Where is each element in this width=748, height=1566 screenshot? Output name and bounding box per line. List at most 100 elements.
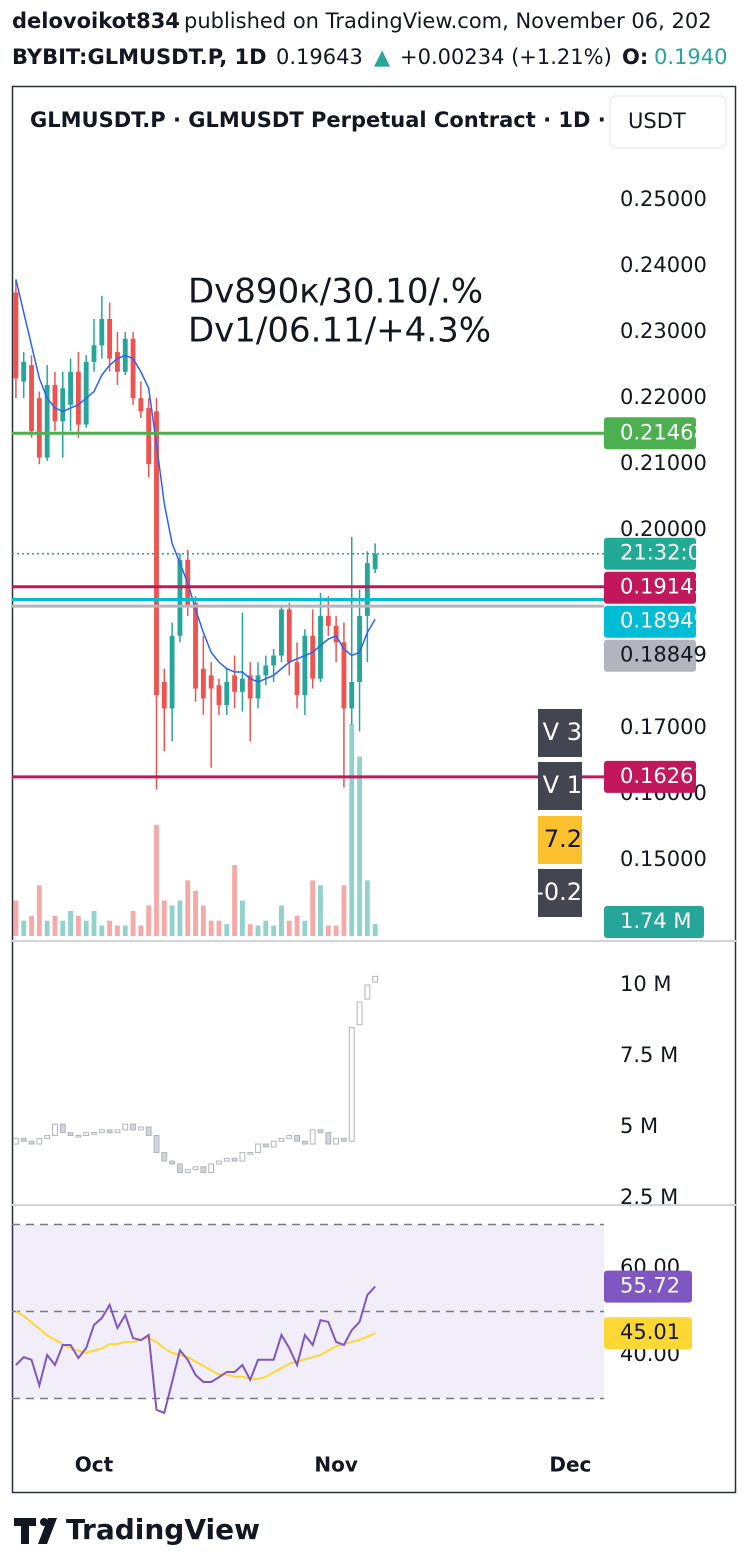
candle-body [52, 384, 58, 422]
candle-body [286, 609, 292, 663]
indicator-candle [75, 1135, 82, 1138]
candle-body [271, 655, 277, 666]
symbol: BYBIT:GLMUSDT.P, 1D [12, 45, 267, 69]
candle-body [349, 681, 355, 709]
indicator-candle [317, 1129, 324, 1134]
volume-bar [44, 920, 50, 936]
volume-bar [193, 890, 198, 936]
overlay-label: 7.2 [544, 825, 582, 853]
chart-title: GLMUSDT.P · GLMUSDT Perpetual Contract ·… [30, 108, 606, 132]
indicator-candle [169, 1160, 176, 1165]
y-tick-label: 0.17000 [620, 715, 707, 739]
y-tick-label: 2.5 M [620, 1185, 678, 1209]
indicator-candle [67, 1132, 74, 1137]
candle-body [263, 665, 269, 676]
volume-bar [83, 920, 89, 936]
candle-body [99, 318, 105, 346]
volume-bar [177, 900, 183, 936]
volume-bar [75, 915, 81, 936]
y-tick-label: 0.22000 [620, 385, 707, 409]
candle-body [107, 318, 113, 359]
price-label-box [604, 639, 696, 672]
volume-bar [68, 910, 73, 936]
candle-body [13, 292, 19, 379]
open-value: 0.1940 [654, 45, 727, 69]
open-label: O: [622, 45, 648, 69]
indicator-candle [153, 1135, 160, 1154]
candle-body [91, 345, 97, 362]
overlay-label: -0.2 [535, 878, 582, 906]
indicator-candle [286, 1135, 293, 1139]
y-tick-label: 0.25000 [620, 187, 707, 211]
volume-bar [169, 905, 175, 936]
candle-body [325, 615, 331, 626]
volume-bar [99, 925, 105, 936]
currency-button[interactable] [609, 95, 727, 149]
candle-body [83, 361, 89, 425]
logo-dot [40, 1518, 48, 1526]
candle-body [161, 681, 167, 709]
indicator-candle [239, 1152, 246, 1162]
indicator-candle [106, 1129, 113, 1134]
y-tick-label: 0.15000 [620, 847, 707, 871]
indicator-candle [325, 1132, 332, 1145]
indicator-candle [333, 1137, 340, 1145]
candle-body [169, 635, 175, 709]
indicator-candle [247, 1152, 254, 1155]
candle-body [232, 675, 238, 692]
volume-bar [279, 905, 284, 936]
candle-body [115, 351, 120, 372]
arrow: ▲ [374, 45, 391, 69]
indicator-candle [36, 1137, 43, 1145]
indicator-candle [270, 1140, 277, 1148]
indicator-candle [91, 1132, 97, 1135]
volume-bar [107, 920, 113, 936]
x-tick-label: Dec [549, 1453, 591, 1477]
volume-bar [122, 925, 128, 936]
volume-bar [372, 923, 378, 936]
candle-body [138, 398, 144, 412]
volume-bar [325, 925, 331, 936]
indicator-candle [356, 1001, 363, 1026]
overlay-label: V 1 [543, 771, 582, 799]
candle-body [239, 678, 245, 692]
volume-label-box [604, 906, 704, 938]
candle-body [333, 625, 339, 643]
volume-bar [255, 925, 261, 936]
volume-bar [247, 924, 253, 936]
indicator-label-box [604, 1317, 692, 1350]
indicator-candle [114, 1129, 121, 1134]
y-tick-label: 0.21000 [620, 451, 707, 475]
overlay-label-box [538, 762, 582, 810]
volume-bar [216, 920, 222, 936]
change: +0.00234 (+1.21%) [400, 45, 612, 69]
indicator-candle [255, 1143, 261, 1154]
candle-body [255, 675, 261, 699]
indicator-candle [184, 1169, 191, 1173]
brand: TradingView [66, 1513, 260, 1546]
currency-button-label[interactable]: USDT [628, 109, 686, 133]
candle-body [357, 615, 362, 682]
logo-mark [14, 1518, 57, 1544]
overlay-label-box [538, 869, 582, 917]
price-label-box [604, 760, 696, 793]
candle-body [247, 675, 253, 699]
price-label: 0.19143 [620, 575, 707, 599]
published: published on TradingView.com, November 0… [184, 9, 712, 33]
price: 0.19643 [276, 45, 363, 69]
y-tick-label: 7.5 M [620, 1043, 678, 1067]
price-label: 0.18849 [620, 643, 707, 667]
candle-body [364, 563, 370, 616]
price-label: 0.18949 [620, 609, 707, 633]
indicator-label: 55.72 [620, 1274, 680, 1298]
price-label-box [604, 417, 696, 450]
indicator-candle [364, 984, 371, 1000]
indicator-candle [44, 1135, 51, 1139]
author: delovoikot834 [12, 9, 180, 33]
volume-bar [294, 915, 300, 936]
candle-body [36, 398, 42, 458]
moving-average [15, 279, 376, 683]
volume-bar [13, 900, 19, 936]
overlay-label: V 3 [543, 718, 582, 746]
